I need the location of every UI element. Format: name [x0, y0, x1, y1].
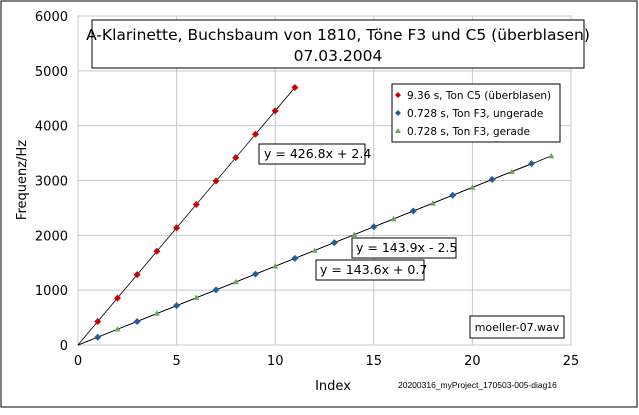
x-tick-label: 10 [267, 354, 284, 369]
axis-ticks: 0 1000 2000 3000 4000 5000 6000 0 5 10 15 20 25 [35, 10, 579, 369]
series-0-point [212, 177, 220, 185]
series-1-point [212, 286, 220, 294]
x-tick-label: 0 [74, 354, 82, 369]
y-axis-title: Frequenz/Hz [15, 140, 30, 220]
y-tick-label: 4000 [35, 120, 68, 135]
x-tick-label: 25 [563, 354, 580, 369]
chart-title-line-1: A-Klarinette, Buchsbaum von 1810, Töne F… [86, 26, 590, 44]
series-2-point [114, 326, 121, 332]
legend-marker-c5 [395, 92, 401, 98]
series-2-point [272, 263, 279, 269]
legend: 9.36 s, Ton C5 (überblasen) 0.728 s, Ton… [391, 83, 561, 143]
file-label: moeller-07.wav [469, 315, 565, 339]
y-tick-label: 2000 [35, 229, 68, 244]
series-0-point [291, 83, 299, 91]
x-tick-label: 5 [172, 354, 180, 369]
series-1-point [133, 317, 141, 325]
series-1-point [528, 160, 536, 168]
series-0-point [94, 317, 102, 325]
legend-marker-f3-ungerade [395, 110, 401, 116]
y-tick-label: 0 [60, 339, 68, 354]
series-1-point [94, 333, 102, 341]
series-0-point [251, 130, 259, 138]
series-2-point [548, 152, 555, 159]
series-0-point [173, 224, 181, 232]
equation-text-f3-gerade: y = 143.6x + 0.7 [320, 262, 427, 277]
series-2-point [193, 294, 200, 300]
x-axis-title: Index [315, 379, 351, 394]
data-points [94, 83, 555, 341]
series-1-point [291, 254, 299, 262]
legend-label-c5: 9.36 s, Ton C5 (überblasen) [407, 90, 551, 102]
y-tick-label: 6000 [35, 10, 68, 25]
chart-title-line-2: 07.03.2004 [294, 47, 383, 65]
title-box [91, 19, 585, 69]
y-tick-label: 1000 [35, 284, 68, 299]
series-2-point [469, 184, 476, 190]
series-1-point [488, 175, 496, 183]
equation-label-f3-gerade: y = 143.6x + 0.7 [315, 259, 427, 281]
equation-text-f3-ungerade: y = 143.9x - 2.5 [356, 240, 457, 255]
series-2-point [311, 247, 318, 253]
file-label-text: moeller-07.wav [475, 321, 560, 334]
series-1-point [449, 191, 457, 199]
legend-box [391, 83, 561, 143]
series-0-point [271, 107, 279, 115]
series-0-point [153, 247, 161, 255]
footnote: 20200316_myProject_170503-005-diag16 [398, 380, 557, 390]
series-0-point [232, 154, 240, 162]
trendline [77, 87, 296, 346]
series-1-point [370, 223, 378, 231]
y-tick-label: 3000 [35, 175, 68, 190]
series-0-point [113, 294, 121, 302]
series-2-point [390, 215, 397, 222]
x-tick-label: 15 [366, 354, 383, 369]
legend-marker-f3-gerade [395, 128, 401, 133]
series-2-point [429, 200, 436, 206]
series-2-point [153, 310, 160, 316]
equation-label-f3-ungerade: y = 143.9x - 2.5 [351, 237, 457, 259]
series-2-point [351, 231, 358, 237]
x-tick-label: 20 [464, 354, 481, 369]
y-tick-label: 5000 [35, 65, 68, 80]
series-2-point [508, 168, 515, 174]
series-2-point [232, 278, 239, 285]
series-1-point [251, 270, 259, 278]
legend-label-f3-gerade: 0.728 s, Ton F3, gerade [407, 126, 530, 138]
series-0-point [192, 200, 200, 208]
series-1-point [330, 239, 338, 247]
equation-text-c5: y = 426.8x + 2.4 [264, 146, 371, 161]
series-1-point [173, 302, 181, 310]
series-0-point [133, 271, 141, 279]
series-1-point [409, 207, 417, 215]
equation-label-c5: y = 426.8x + 2.4 [258, 143, 371, 165]
legend-label-f3-ungerade: 0.728 s, Ton F3, ungerade [407, 108, 543, 120]
grid-lines [77, 15, 572, 346]
